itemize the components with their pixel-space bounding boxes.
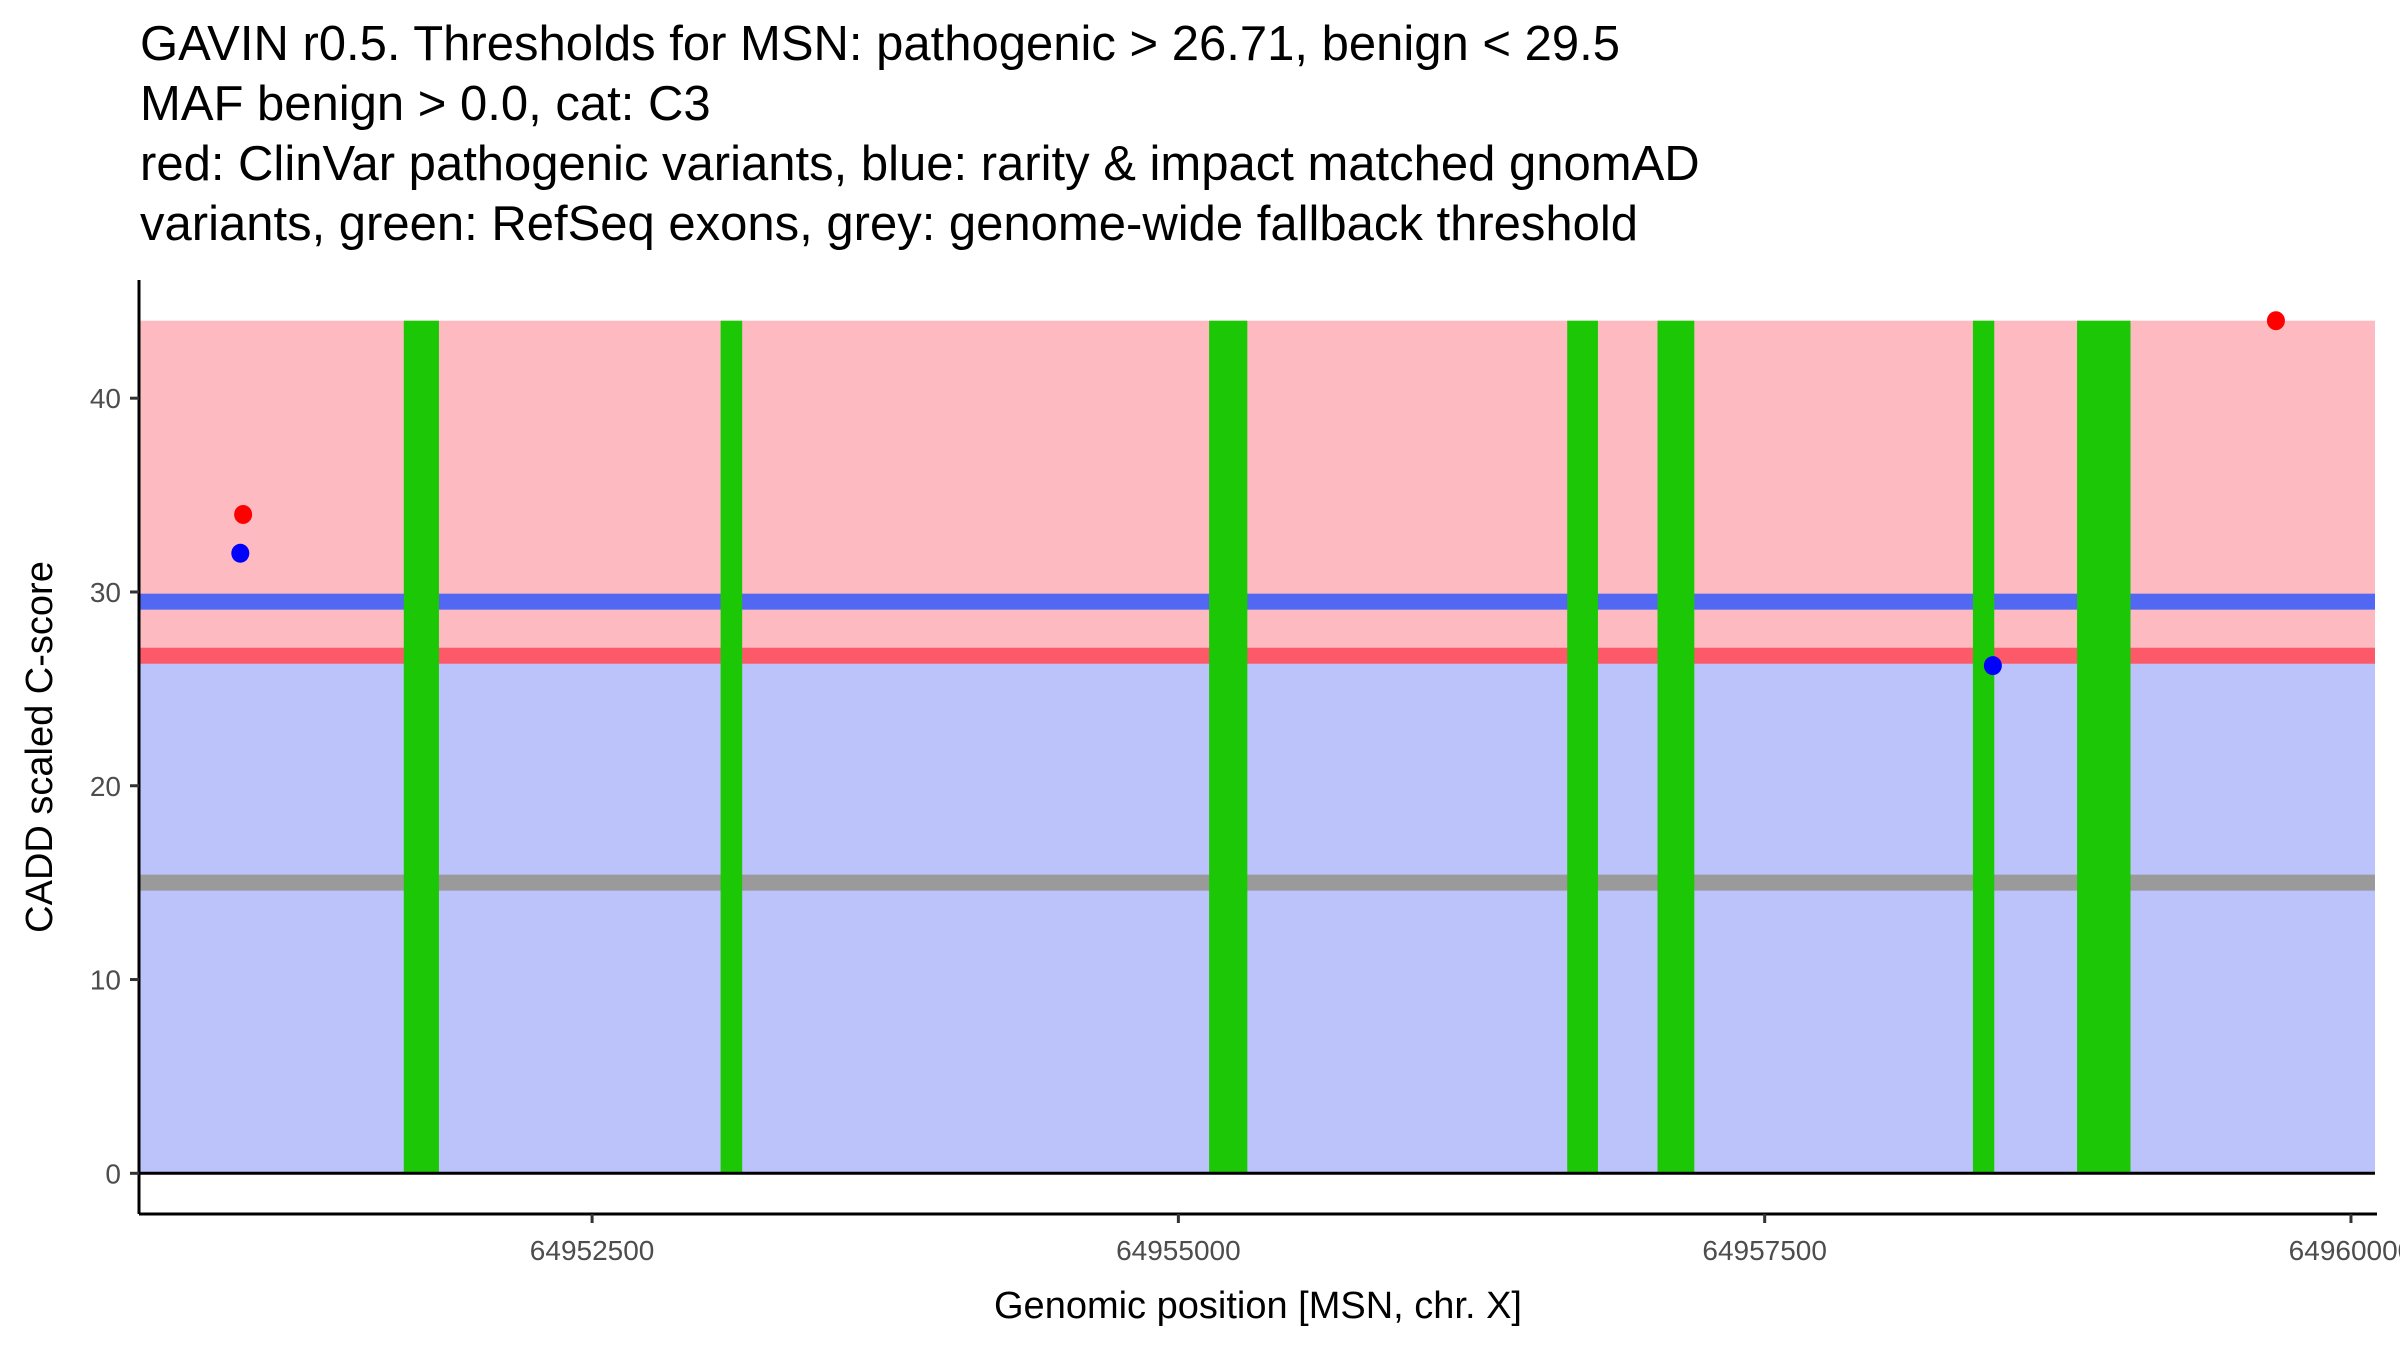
chart-title: GAVIN r0.5. Thresholds for MSN: pathogen…: [140, 14, 1700, 254]
exon-bar-4: [1567, 320, 1598, 1174]
exon-bar-1: [403, 320, 439, 1174]
exon-bar-6: [1972, 320, 1995, 1174]
benign-region: [139, 655, 2375, 1174]
data-point-gnomad-1: [231, 543, 250, 563]
x-axis-title: Genomic position [MSN, chr. X]: [994, 1285, 1522, 1327]
y-tick-label: 30: [90, 577, 121, 608]
title-line-2: MAF benign > 0.0, cat: C3: [140, 77, 711, 131]
y-tick-label: 40: [90, 383, 121, 414]
title-line-1: GAVIN r0.5. Thresholds for MSN: pathogen…: [140, 17, 1620, 71]
x-tick-label: 64960000: [2289, 1235, 2400, 1266]
title-line-3: red: ClinVar pathogenic variants, blue: …: [140, 137, 1700, 191]
exon-bar-2: [720, 320, 743, 1174]
y-tick-label: 0: [105, 1158, 121, 1189]
threshold-band-benign: [139, 593, 2375, 610]
data-point-gnomad-2: [1983, 656, 2002, 676]
x-tick-label: 64952500: [530, 1235, 655, 1266]
exon-bar-3: [1209, 320, 1248, 1174]
y-tick-label: 20: [90, 771, 121, 802]
y-tick-label: 10: [90, 965, 121, 996]
x-tick-label: 64957500: [1702, 1235, 1827, 1266]
title-line-4: variants, green: RefSeq exons, grey: gen…: [140, 197, 1639, 251]
data-point-clinvar-1: [234, 504, 253, 524]
exon-bar-7: [2077, 320, 2131, 1174]
exon-bar-5: [1657, 320, 1695, 1174]
x-tick-label: 64955000: [1116, 1235, 1241, 1266]
threshold-band-pathogenic: [139, 647, 2375, 664]
y-axis-title: CADD scaled C-score: [19, 561, 61, 933]
data-point-clinvar-2: [2266, 311, 2285, 331]
threshold-band-fallback: [139, 874, 2375, 891]
